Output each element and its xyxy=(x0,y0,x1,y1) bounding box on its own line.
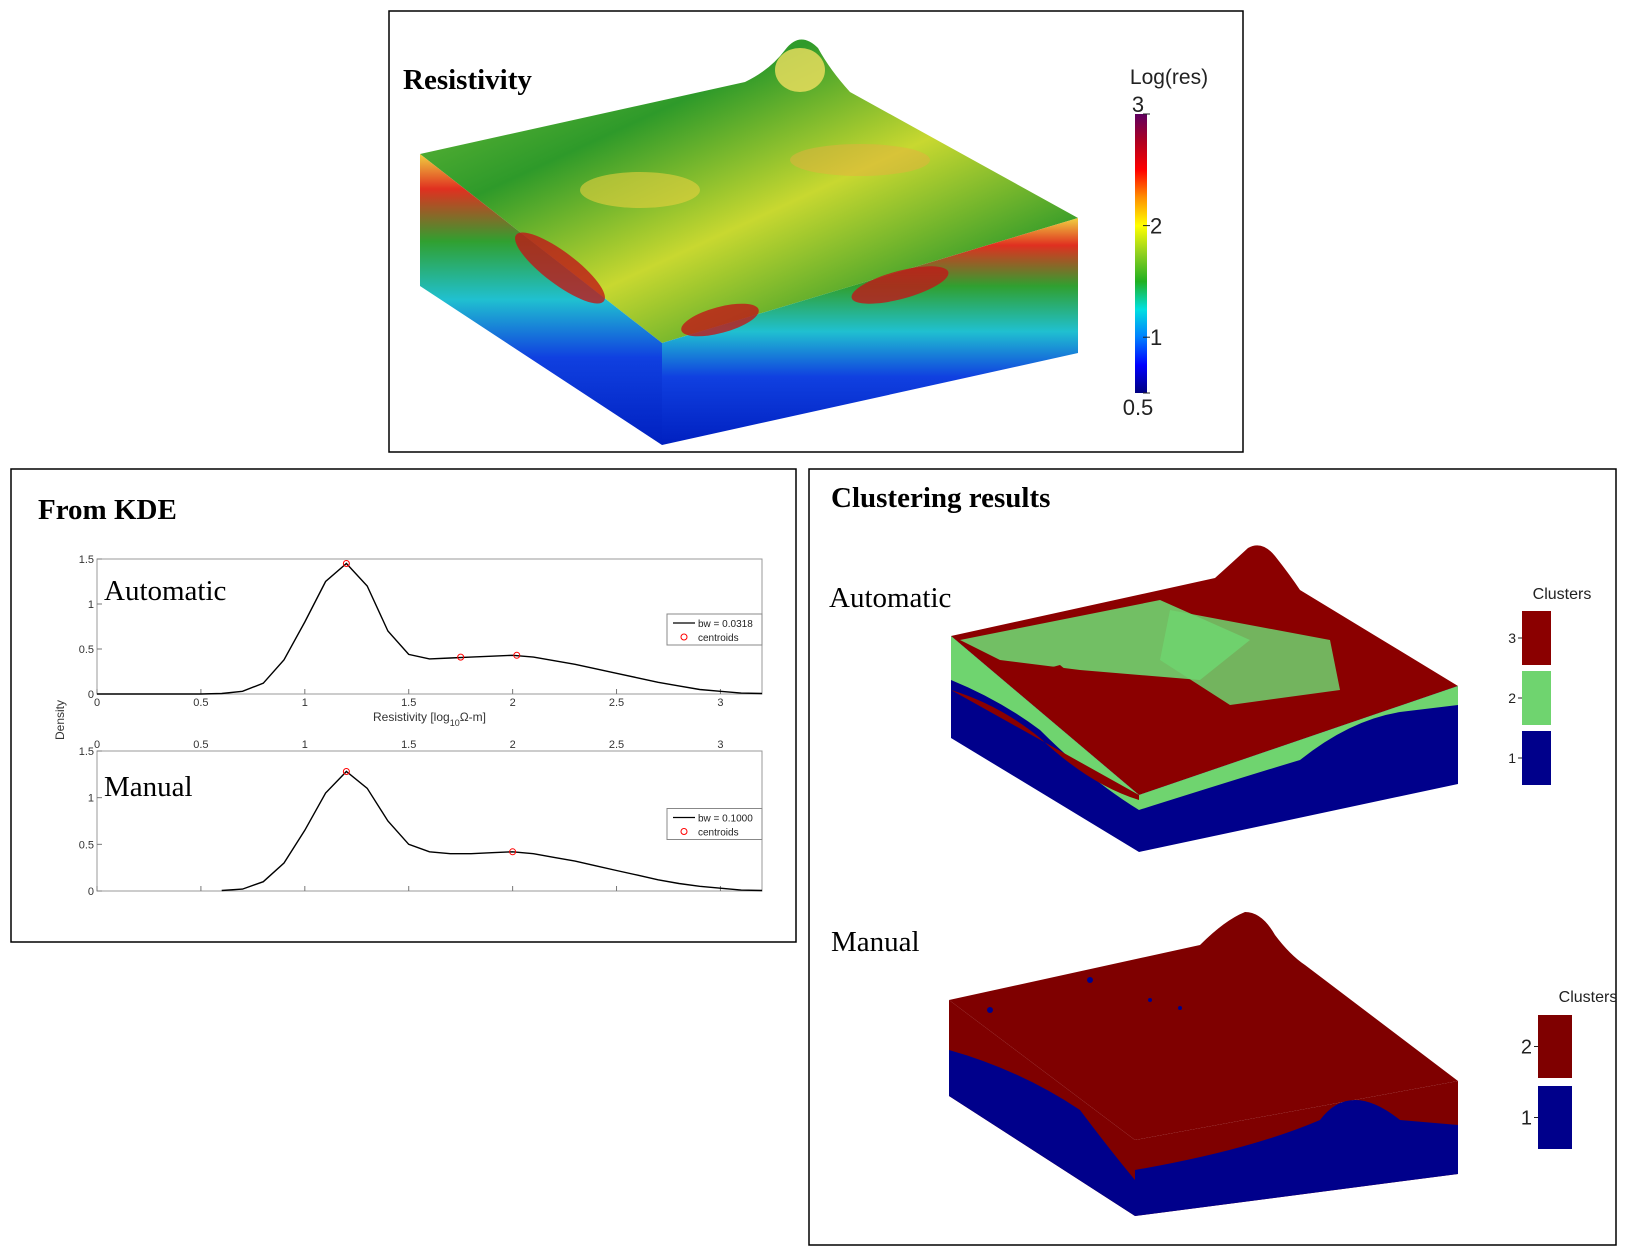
cluster-swatch xyxy=(1522,611,1551,665)
y-tick-label: 0.5 xyxy=(79,839,94,851)
legend-marker xyxy=(680,633,688,641)
tick-label: 1 xyxy=(1150,325,1162,350)
subplot-label: Automatic xyxy=(104,575,226,607)
y-tick-label: 1.5 xyxy=(79,746,94,758)
cluster-swatch xyxy=(1522,671,1551,725)
x-tick-label: 3 xyxy=(717,739,723,751)
centroid-marker xyxy=(457,653,465,661)
resistivity-block xyxy=(420,39,1078,445)
x-tick-label: 0.5 xyxy=(193,697,208,709)
x-tick-label: 0 xyxy=(94,739,100,751)
x-tick-label: 2.5 xyxy=(609,697,624,709)
panel-title: From KDE xyxy=(38,494,177,526)
centroid-marker xyxy=(342,560,350,567)
legend-label: centroids xyxy=(698,828,739,839)
y-tick-label: 0 xyxy=(88,689,94,701)
cluster-block-manual xyxy=(949,912,1458,1216)
legend-label: centroids xyxy=(698,633,739,644)
x-tick-label: 2 xyxy=(510,697,516,709)
y-tick-label: 0.5 xyxy=(79,644,94,656)
y-tick-label: 1 xyxy=(88,599,94,611)
cluster-label: 2 xyxy=(1521,1037,1532,1059)
tick-label: 3 xyxy=(1132,92,1144,117)
panel-title: Resistivity xyxy=(403,64,532,96)
subplot-label: Automatic xyxy=(829,582,951,614)
panel-frame xyxy=(388,10,1244,453)
cluster-label: 3 xyxy=(1508,630,1516,646)
cluster-swatch xyxy=(1538,1086,1572,1149)
x-tick-label: 1 xyxy=(302,739,308,751)
x-tick-label: 1 xyxy=(302,697,308,709)
x-tick-label: 2 xyxy=(510,739,516,751)
subplot-label: Manual xyxy=(831,926,920,958)
x-tick-label: 0.5 xyxy=(193,739,208,751)
y-tick-label: 1 xyxy=(88,793,94,805)
centroid-marker xyxy=(342,768,350,776)
centroid-marker xyxy=(509,848,517,856)
density-line xyxy=(221,770,763,892)
x-axis-label-part: Resistivity [log xyxy=(373,710,450,724)
centroid-marker xyxy=(513,651,521,659)
cluster-label: 2 xyxy=(1508,690,1516,706)
x-axis-label: Resistivity [log10Ω-m] xyxy=(373,710,486,728)
x-tick-label: 3 xyxy=(717,697,723,709)
legend-title: Clusters xyxy=(1559,989,1618,1006)
legend-label: bw = 0.0318 xyxy=(698,619,753,630)
colorbar xyxy=(1135,114,1147,393)
subplot-label: Manual xyxy=(104,771,193,803)
y-tick-label: 1.5 xyxy=(79,554,94,566)
legend-marker xyxy=(680,828,688,835)
cluster-swatch xyxy=(1538,1015,1572,1078)
cluster-label: 1 xyxy=(1521,1108,1532,1130)
colorbar-label: Log(res) xyxy=(1130,66,1208,89)
x-tick-label: 1.5 xyxy=(401,697,416,709)
x-tick-label: 2.5 xyxy=(609,739,624,751)
panel-frame xyxy=(10,468,797,943)
plot-frame xyxy=(96,750,763,892)
density-line xyxy=(97,562,763,695)
tick-label: 0.5 xyxy=(1123,395,1154,420)
tick-label: 2 xyxy=(1150,214,1162,239)
x-axis-label-part: Ω-m] xyxy=(460,710,486,724)
cluster-block-automatic xyxy=(951,545,1458,852)
cluster-label: 1 xyxy=(1508,750,1516,766)
legend-title: Clusters xyxy=(1533,586,1592,603)
x-tick-label: 1.5 xyxy=(401,739,416,751)
legend-label: bw = 0.1000 xyxy=(698,814,753,825)
y-tick-label: 0 xyxy=(88,886,94,898)
x-tick-label: 0 xyxy=(94,697,100,709)
panel-frame xyxy=(808,468,1617,1246)
cluster-swatch xyxy=(1522,731,1551,785)
panel-title: Clustering results xyxy=(831,482,1050,514)
x-axis-label-part: 10 xyxy=(450,718,460,728)
y-axis-label: Density xyxy=(53,700,67,740)
